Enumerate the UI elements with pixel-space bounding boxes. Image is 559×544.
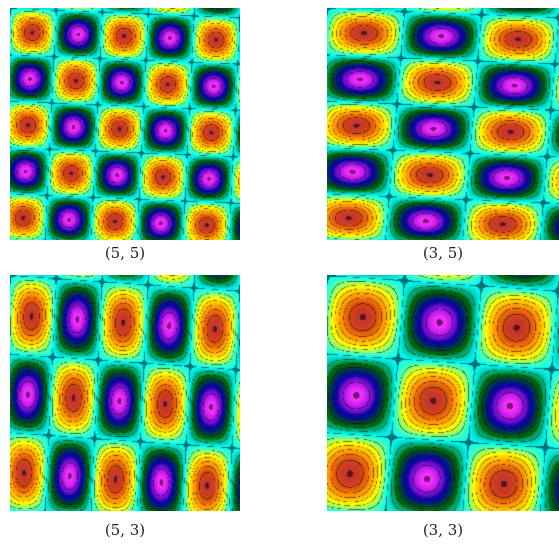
panel-caption: (3, 3) [422, 521, 464, 539]
panel-caption: (5, 3) [104, 521, 146, 539]
contour-plot-mode-5-5 [10, 8, 240, 240]
panel-caption: (5, 5) [104, 244, 146, 262]
contour-plot-mode-5-3 [10, 275, 240, 511]
contour-plot-mode-3-3 [327, 275, 559, 511]
panel-caption: (3, 5) [422, 244, 464, 262]
contour-plot-mode-3-5 [327, 8, 559, 240]
